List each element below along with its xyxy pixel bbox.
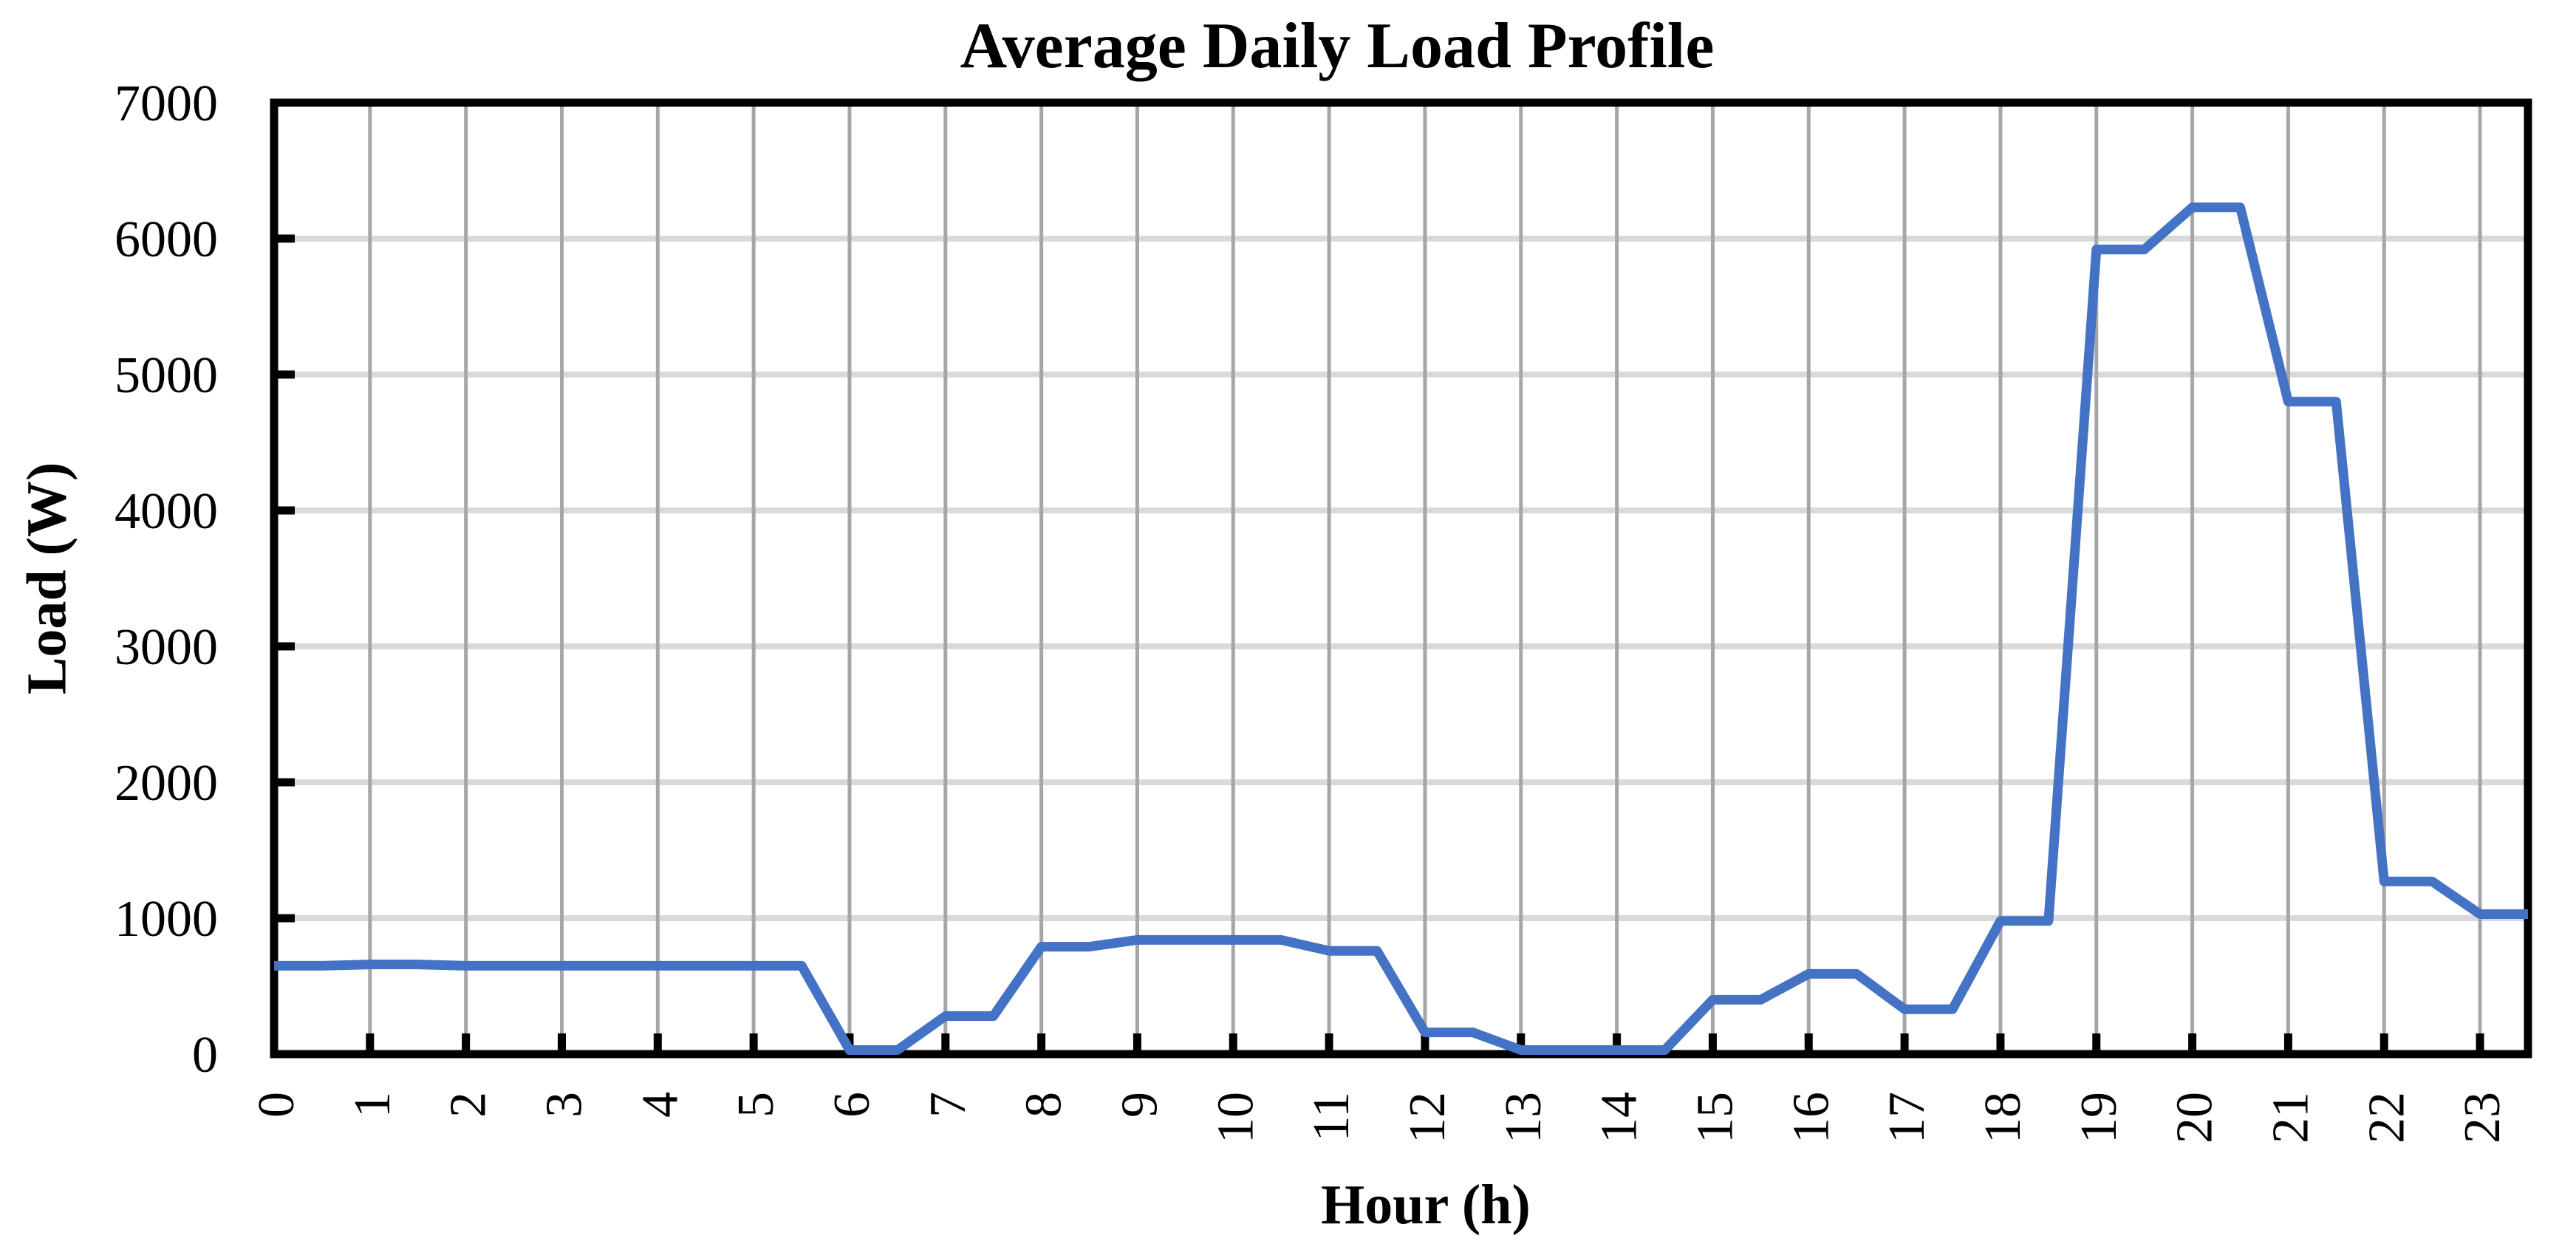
x-tick-label: 19 [2071,1092,2128,1143]
x-tick-label: 7 [920,1092,977,1118]
y-axis-title: Load (W) [16,462,78,695]
x-tick-label: 21 [2262,1092,2319,1143]
x-tick-label: 20 [2167,1092,2224,1143]
x-tick-label: 13 [1495,1092,1552,1143]
y-tick-label: 1000 [115,891,218,948]
load-series-line [274,202,2528,1055]
y-tick-label: 6000 [115,211,218,268]
y-tick-label: 4000 [115,483,218,540]
x-tick-label: 8 [1016,1092,1073,1118]
x-tick-label: 23 [2454,1092,2511,1143]
y-tick-label: 7000 [115,75,218,132]
x-tick-label: 14 [1591,1092,1648,1143]
x-tick-label: 16 [1783,1092,1839,1143]
x-tick-label: 11 [1303,1092,1360,1141]
plot-border [270,98,2532,1059]
x-tick-label: 5 [728,1092,785,1118]
x-tick-label: 6 [824,1092,881,1118]
x-tick-label: 9 [1111,1092,1168,1118]
x-tick-label: 17 [1879,1092,1936,1143]
x-tick-label: 1 [344,1092,401,1118]
x-tick-label: 0 [248,1092,305,1118]
y-tick-label: 5000 [115,347,218,404]
x-tick-label: 2 [440,1092,497,1118]
x-tick-label: 22 [2358,1092,2415,1143]
y-tick-label: 2000 [115,755,218,812]
chart-title: Average Daily Load Profile [960,10,1715,82]
x-tick-label: 12 [1399,1092,1456,1143]
x-tick-label: 3 [536,1092,592,1118]
x-tick-label: 18 [1975,1092,2032,1143]
x-tick-label: 15 [1687,1092,1743,1143]
x-tick-label: 10 [1207,1092,1264,1143]
y-tick-label: 0 [192,1027,218,1084]
x-axis-title: Hour (h) [1321,1174,1531,1236]
x-tick-label: 4 [632,1092,689,1118]
y-tick-label: 3000 [115,619,218,676]
